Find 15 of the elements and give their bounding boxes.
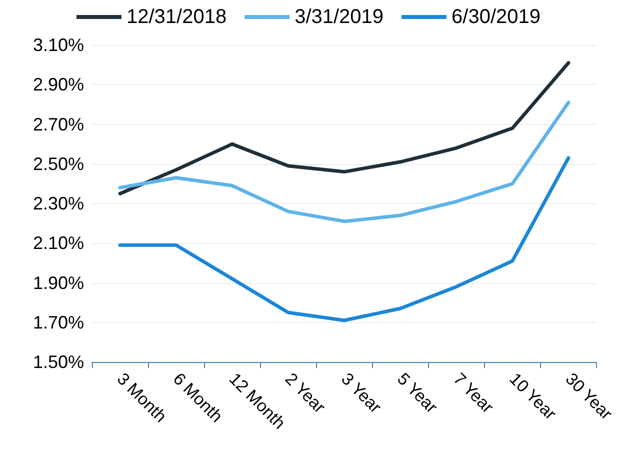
y-tick-label: 2.90%	[32, 74, 84, 95]
legend-label: 12/31/2018	[126, 6, 227, 28]
y-tick-label: 2.30%	[32, 194, 84, 214]
line-series	[118, 100, 570, 224]
line-series	[118, 156, 570, 322]
legend-label: 3/31/2019	[294, 6, 384, 28]
y-tick-label: 1.90%	[32, 272, 84, 293]
y-tick-label: 2.70%	[32, 114, 84, 134]
y-tick-label: 1.70%	[32, 312, 84, 332]
y-tick-label: 3.10%	[32, 35, 84, 55]
y-tick-label: 1.50%	[32, 352, 84, 372]
y-tick-label: 2.10%	[32, 233, 84, 254]
y-tick-label: 2.50%	[32, 154, 84, 174]
legend-label: 6/30/2019	[452, 6, 541, 28]
line-series	[118, 61, 570, 196]
